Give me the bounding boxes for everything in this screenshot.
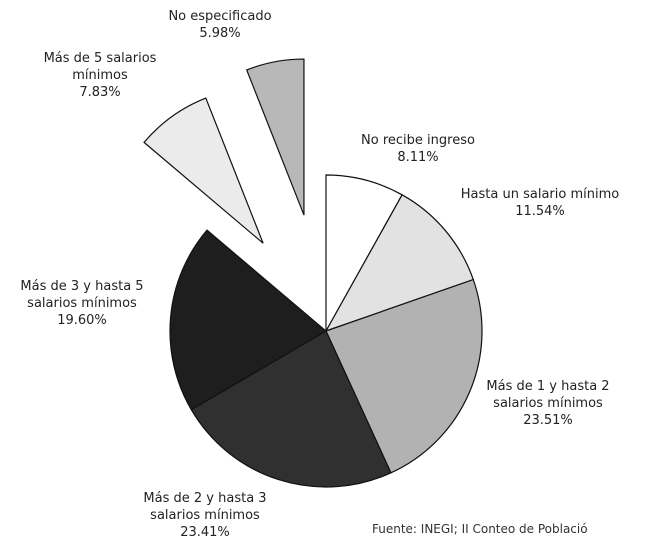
category-label: No recibe ingreso — [361, 133, 475, 148]
slice-label: Más de 2 y hasta 3 salarios mínimos 23.41… — [125, 490, 285, 541]
value-label: 5.98% — [199, 26, 241, 41]
slice-label: No especificado 5.98% — [155, 8, 285, 42]
pie-slice — [190, 330, 392, 488]
category-label: Más de 3 y hasta 5 salarios mínimos — [20, 279, 144, 311]
category-label: Más de 5 salarios mínimos — [43, 51, 157, 83]
value-label: 23.51% — [523, 413, 573, 428]
pie-slice — [169, 229, 328, 411]
slice-label: Más de 1 y hasta 2 salarios mínimos 23.51… — [473, 378, 623, 429]
slice-label: Hasta un salario mínimo 11.54% — [445, 186, 635, 220]
category-label: Más de 2 y hasta 3 salarios mínimos — [143, 491, 267, 523]
value-label: 19.60% — [57, 313, 107, 328]
slice-label: No recibe ingreso 8.11% — [338, 132, 498, 166]
slice-label: Más de 5 salarios mínimos 7.83% — [25, 50, 175, 101]
source-note: Fuente: INEGI; II Conteo de Població — [372, 522, 588, 536]
pie-slice — [143, 97, 264, 244]
category-label: Más de 1 y hasta 2 salarios mínimos — [486, 379, 610, 411]
value-label: 8.11% — [397, 150, 439, 165]
value-label: 7.83% — [79, 85, 121, 100]
pie-slice — [245, 58, 305, 216]
category-label: Hasta un salario mínimo — [460, 187, 620, 202]
pie-slice — [324, 194, 475, 333]
value-label: 23.41% — [180, 525, 230, 540]
pie-slice — [325, 278, 483, 474]
slice-label: Más de 3 y hasta 5 salarios mínimos 19.60… — [2, 278, 162, 329]
category-label: No especificado — [168, 9, 272, 24]
value-label: 11.54% — [515, 204, 565, 219]
